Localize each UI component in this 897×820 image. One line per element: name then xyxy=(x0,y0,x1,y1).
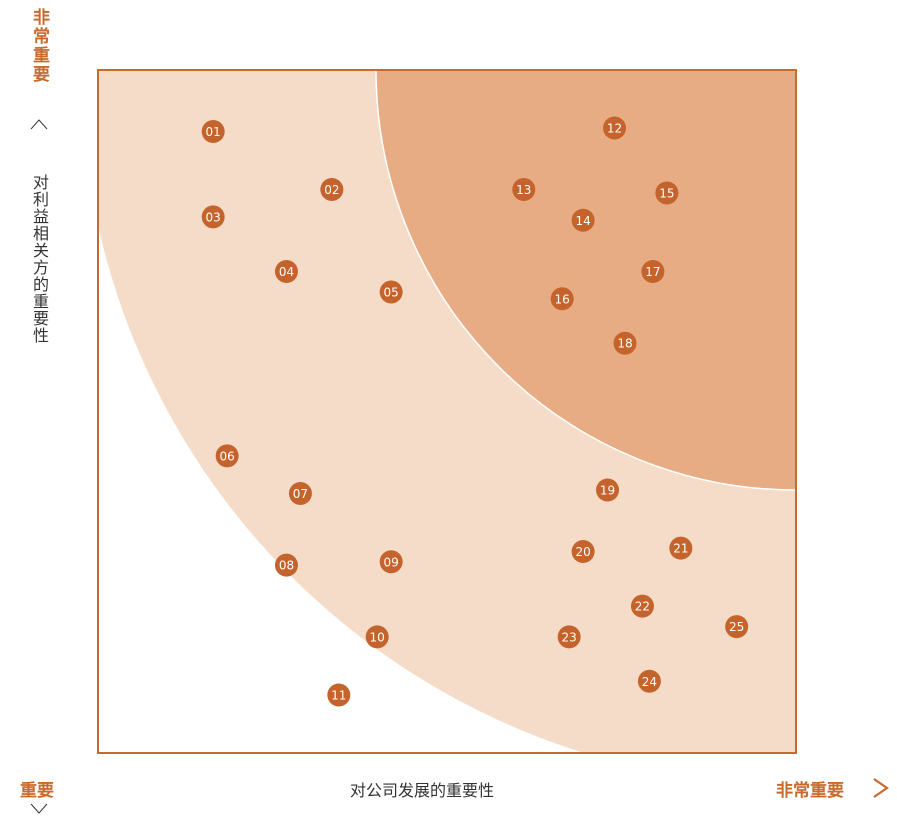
data-point-17: 17 xyxy=(641,259,665,283)
data-point-marker xyxy=(641,259,665,283)
data-point-marker xyxy=(571,208,595,232)
data-point-label: 03 xyxy=(206,210,221,224)
data-point-marker xyxy=(557,625,581,649)
data-point-marker xyxy=(669,536,693,560)
data-point-19: 19 xyxy=(596,478,620,502)
data-point-11: 11 xyxy=(327,683,351,707)
data-point-label: 10 xyxy=(370,630,385,644)
data-point-label: 25 xyxy=(729,620,744,634)
data-point-18: 18 xyxy=(613,331,637,355)
data-point-21: 21 xyxy=(669,536,693,560)
data-point-07: 07 xyxy=(288,481,312,505)
data-point-marker xyxy=(201,205,225,229)
data-point-label: 01 xyxy=(206,125,221,139)
data-point-08: 08 xyxy=(274,553,298,577)
data-point-label: 14 xyxy=(575,214,590,228)
data-point-label: 05 xyxy=(384,285,399,299)
data-point-label: 04 xyxy=(279,265,294,279)
x-axis-low-label: 重要 xyxy=(20,781,54,801)
data-point-label: 22 xyxy=(635,600,650,614)
data-point-04: 04 xyxy=(274,259,298,283)
data-point-marker xyxy=(215,444,239,468)
data-point-label: 20 xyxy=(575,545,590,559)
data-point-16: 16 xyxy=(550,287,574,311)
data-point-marker xyxy=(571,540,595,564)
data-point-marker xyxy=(320,178,344,202)
data-points: 01 02 03 04 05 06 07 08 09 10 11 12 13 14 15 16 17 18 19 20… xyxy=(201,116,749,707)
data-point-marker xyxy=(613,331,637,355)
data-point-14: 14 xyxy=(571,208,595,232)
data-point-marker xyxy=(637,669,661,693)
data-point-marker xyxy=(274,259,298,283)
y-axis-title: 对利益相关方的重要性 xyxy=(30,174,49,344)
data-point-marker xyxy=(550,287,574,311)
data-point-15: 15 xyxy=(655,181,679,205)
data-point-22: 22 xyxy=(630,594,654,618)
data-point-06: 06 xyxy=(215,444,239,468)
data-point-label: 12 xyxy=(607,122,622,136)
data-point-marker xyxy=(288,481,312,505)
data-point-marker xyxy=(379,550,403,574)
data-point-25: 25 xyxy=(725,615,749,639)
data-point-label: 23 xyxy=(562,630,577,644)
data-point-13: 13 xyxy=(512,178,536,202)
data-point-marker xyxy=(655,181,679,205)
data-point-marker xyxy=(512,178,536,202)
data-point-marker xyxy=(725,615,749,639)
chevron-right-icon xyxy=(873,778,889,798)
data-point-label: 24 xyxy=(642,675,657,689)
data-point-01: 01 xyxy=(201,119,225,143)
data-point-24: 24 xyxy=(637,669,661,693)
very-important-zone xyxy=(375,70,796,491)
data-point-marker xyxy=(201,119,225,143)
data-point-label: 09 xyxy=(384,555,399,569)
data-point-marker xyxy=(379,280,403,304)
data-point-marker xyxy=(603,116,627,140)
data-point-marker xyxy=(596,478,620,502)
data-point-label: 15 xyxy=(659,186,674,200)
data-point-label: 07 xyxy=(293,487,308,501)
x-axis-high-label: 非常重要 xyxy=(776,781,844,801)
data-point-label: 18 xyxy=(617,337,632,351)
data-point-label: 13 xyxy=(516,183,531,197)
plot-frame xyxy=(97,69,797,754)
data-point-02: 02 xyxy=(320,178,344,202)
x-axis-title: 对公司发展的重要性 xyxy=(350,781,495,800)
data-point-20: 20 xyxy=(571,540,595,564)
data-point-label: 21 xyxy=(673,542,688,556)
data-point-label: 06 xyxy=(219,449,234,463)
data-point-marker xyxy=(630,594,654,618)
data-point-05: 05 xyxy=(379,280,403,304)
data-point-label: 16 xyxy=(555,292,570,306)
chevron-down-icon xyxy=(30,803,48,814)
data-point-label: 08 xyxy=(279,559,294,573)
chevron-up-icon xyxy=(30,119,48,130)
data-point-marker xyxy=(274,553,298,577)
data-point-12: 12 xyxy=(603,116,627,140)
data-point-03: 03 xyxy=(201,205,225,229)
data-point-label: 11 xyxy=(331,688,346,702)
data-point-marker xyxy=(365,625,389,649)
data-point-23: 23 xyxy=(557,625,581,649)
data-point-label: 02 xyxy=(324,183,339,197)
data-point-label: 17 xyxy=(645,265,660,279)
data-point-marker xyxy=(327,683,351,707)
data-point-09: 09 xyxy=(379,550,403,574)
data-point-label: 19 xyxy=(600,484,615,498)
data-point-10: 10 xyxy=(365,625,389,649)
y-axis-high-label: 非常重要 xyxy=(29,8,49,84)
